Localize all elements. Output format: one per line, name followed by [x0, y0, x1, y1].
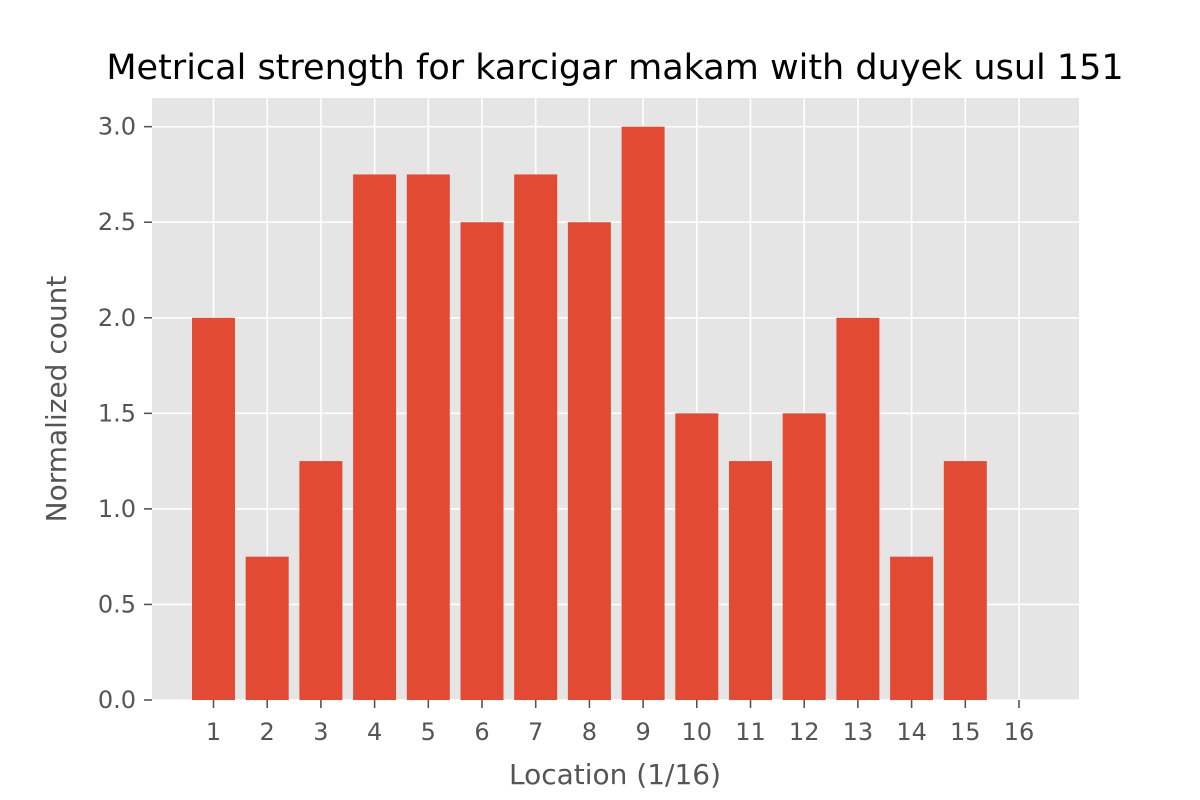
x-tick-label: 1 [206, 718, 221, 746]
chart-title: Metrical strength for karcigar makam wit… [106, 48, 1123, 88]
x-axis-label: Location (1/16) [509, 758, 721, 791]
x-tick-label: 6 [474, 718, 489, 746]
x-tick-label: 5 [421, 718, 436, 746]
x-tick-label: 12 [789, 718, 820, 746]
bar [836, 317, 880, 700]
bar [567, 222, 611, 700]
x-tick-label: 13 [843, 718, 874, 746]
y-tick-label: 3.0 [98, 113, 136, 141]
x-axis-ticks: 1 2 3 4 5 6 7 8 9 10 11 12 13 14 15 16 [206, 700, 1034, 746]
bar [460, 222, 504, 700]
x-tick-label: 2 [260, 718, 275, 746]
x-tick-label: 16 [1004, 718, 1035, 746]
y-tick-label: 2.0 [98, 304, 136, 332]
y-axis-label: Normalized count [40, 276, 73, 523]
bar [245, 556, 289, 700]
x-tick-label: 10 [682, 718, 713, 746]
bar [675, 413, 719, 700]
x-tick-label: 7 [528, 718, 543, 746]
bar [299, 461, 343, 700]
bars [192, 126, 987, 700]
bar [782, 413, 826, 700]
plot-area [152, 98, 1079, 700]
x-tick-label: 15 [950, 718, 981, 746]
y-tick-label: 0.0 [98, 686, 136, 714]
x-tick-label: 9 [635, 718, 650, 746]
bar [943, 461, 987, 700]
y-axis-ticks: 0.0 0.5 1.0 1.5 2.0 2.5 3.0 [98, 113, 152, 714]
bar [890, 556, 934, 700]
x-tick-label: 4 [367, 718, 382, 746]
x-tick-label: 8 [582, 718, 597, 746]
bar [353, 174, 397, 700]
bar [514, 174, 558, 700]
x-tick-label: 14 [896, 718, 927, 746]
y-tick-label: 1.0 [98, 495, 136, 523]
bar [729, 461, 772, 700]
bar [621, 126, 665, 700]
bar [192, 317, 235, 700]
y-tick-label: 0.5 [98, 590, 136, 618]
x-tick-label: 3 [313, 718, 328, 746]
bar [406, 174, 450, 700]
x-tick-label: 11 [735, 718, 766, 746]
y-tick-label: 1.5 [98, 399, 136, 427]
y-tick-label: 2.5 [98, 208, 136, 236]
